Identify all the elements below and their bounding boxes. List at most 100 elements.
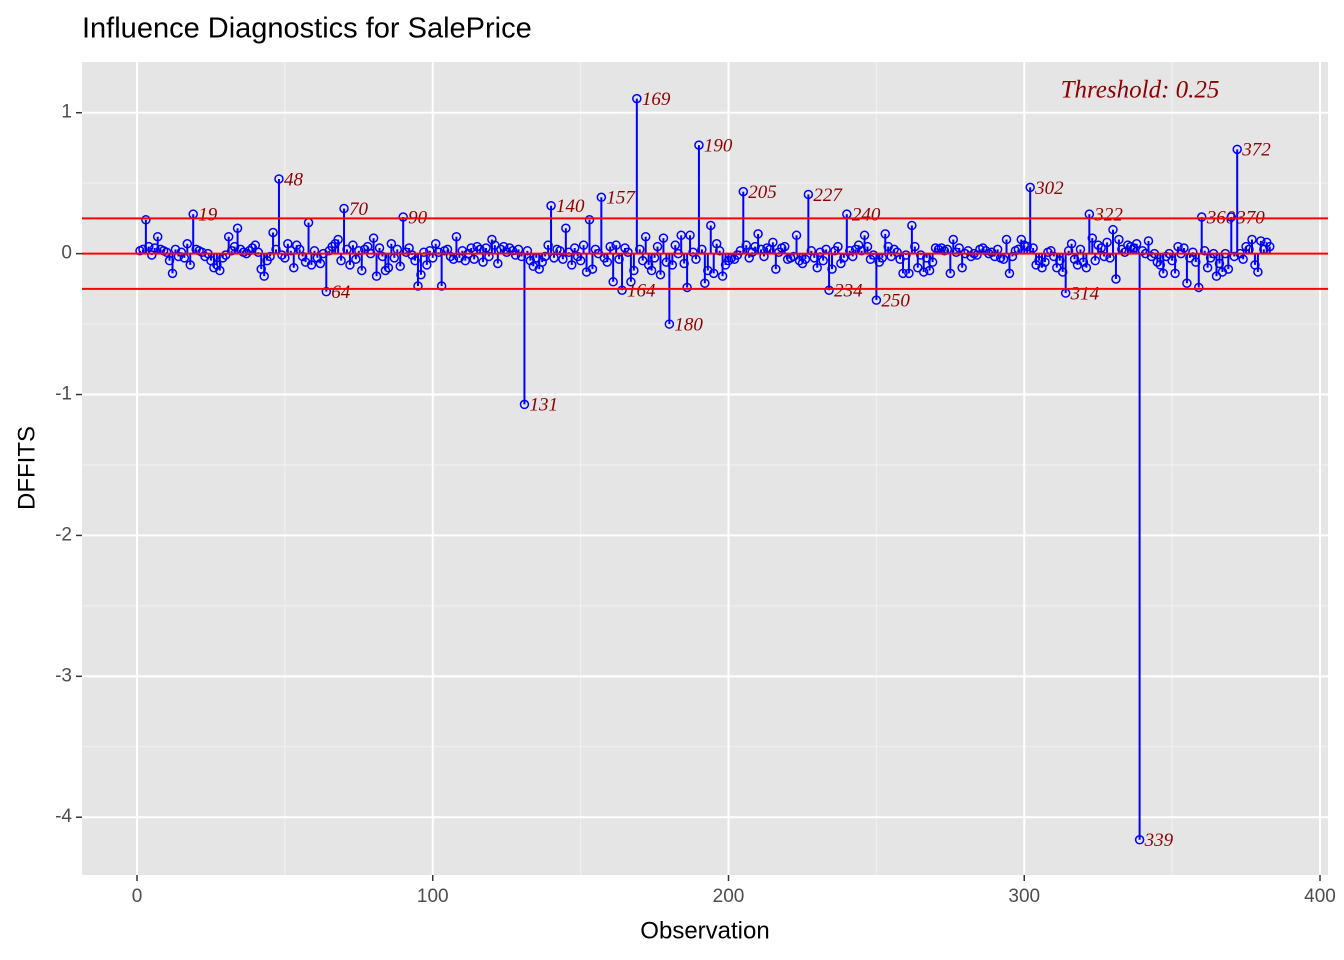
y-tick-label: -3 [55, 665, 72, 686]
point [407, 250, 417, 260]
point [1137, 246, 1148, 256]
point-label: 180 [674, 314, 703, 335]
point [981, 246, 991, 256]
point [1238, 254, 1248, 265]
point [1217, 267, 1228, 277]
point [1046, 246, 1056, 256]
point [679, 258, 689, 269]
point [569, 243, 580, 253]
point [1226, 212, 1237, 222]
point [339, 203, 349, 214]
point [1057, 267, 1068, 277]
point [321, 286, 332, 297]
point-label: 48 [284, 169, 304, 190]
point [771, 264, 781, 274]
point [1179, 243, 1189, 253]
point-label: 240 [852, 205, 881, 226]
point [626, 277, 636, 287]
point [575, 255, 586, 266]
point [1099, 251, 1109, 262]
point [1155, 260, 1166, 270]
point [578, 240, 589, 250]
point [161, 247, 172, 257]
point [558, 254, 568, 265]
point [306, 260, 317, 270]
point [457, 246, 468, 256]
point [487, 234, 497, 245]
y-tick-label: -2 [55, 524, 72, 545]
point [1232, 144, 1242, 155]
point [561, 223, 571, 234]
point [371, 271, 382, 281]
point [871, 295, 882, 305]
point [1182, 278, 1192, 288]
y-tick-label: -4 [55, 806, 72, 827]
point [422, 260, 432, 270]
point [833, 241, 843, 252]
point [528, 261, 539, 272]
point [632, 93, 642, 104]
point [493, 258, 503, 269]
point [176, 247, 187, 257]
point [998, 254, 1009, 265]
point [658, 233, 669, 243]
point [1188, 247, 1198, 257]
point [1134, 835, 1145, 845]
point [1025, 182, 1035, 193]
point-label: 140 [556, 196, 585, 217]
point [567, 260, 577, 270]
point [484, 251, 494, 262]
point [445, 251, 456, 262]
point-label: 169 [642, 89, 671, 110]
point [354, 246, 364, 256]
point [481, 243, 491, 253]
point [664, 319, 675, 329]
point-label: 190 [704, 135, 733, 156]
point [1143, 236, 1154, 246]
point [546, 200, 556, 211]
point-label: 164 [627, 281, 656, 302]
point [259, 271, 269, 281]
point [708, 268, 719, 279]
minor-grid [82, 62, 1328, 875]
point [1131, 239, 1142, 249]
point [824, 285, 834, 296]
point [300, 257, 311, 267]
point [1108, 224, 1118, 235]
point [794, 255, 805, 266]
point-label: 234 [834, 281, 863, 302]
point [1194, 282, 1204, 293]
point [670, 240, 681, 250]
point [297, 251, 308, 262]
point [608, 277, 618, 287]
point [345, 260, 355, 270]
point [451, 231, 462, 242]
point [803, 189, 814, 200]
point [936, 243, 947, 253]
point [954, 243, 964, 253]
point-label: 227 [813, 185, 843, 206]
point [274, 174, 284, 184]
point [1081, 262, 1092, 273]
point [336, 255, 346, 266]
point-label: 250 [881, 290, 910, 311]
point [1196, 212, 1207, 222]
point [232, 223, 243, 234]
point [918, 267, 929, 277]
point [386, 239, 397, 249]
point [963, 246, 973, 256]
point [1004, 268, 1015, 279]
point [543, 240, 553, 250]
point [694, 140, 704, 150]
point [466, 243, 476, 253]
point [357, 265, 367, 276]
point [883, 241, 893, 252]
point [209, 262, 219, 273]
point [504, 243, 515, 253]
point [700, 278, 710, 288]
point [611, 240, 621, 250]
point-label: 314 [1070, 283, 1100, 304]
point [478, 257, 488, 267]
point [510, 250, 521, 260]
point [516, 251, 527, 262]
